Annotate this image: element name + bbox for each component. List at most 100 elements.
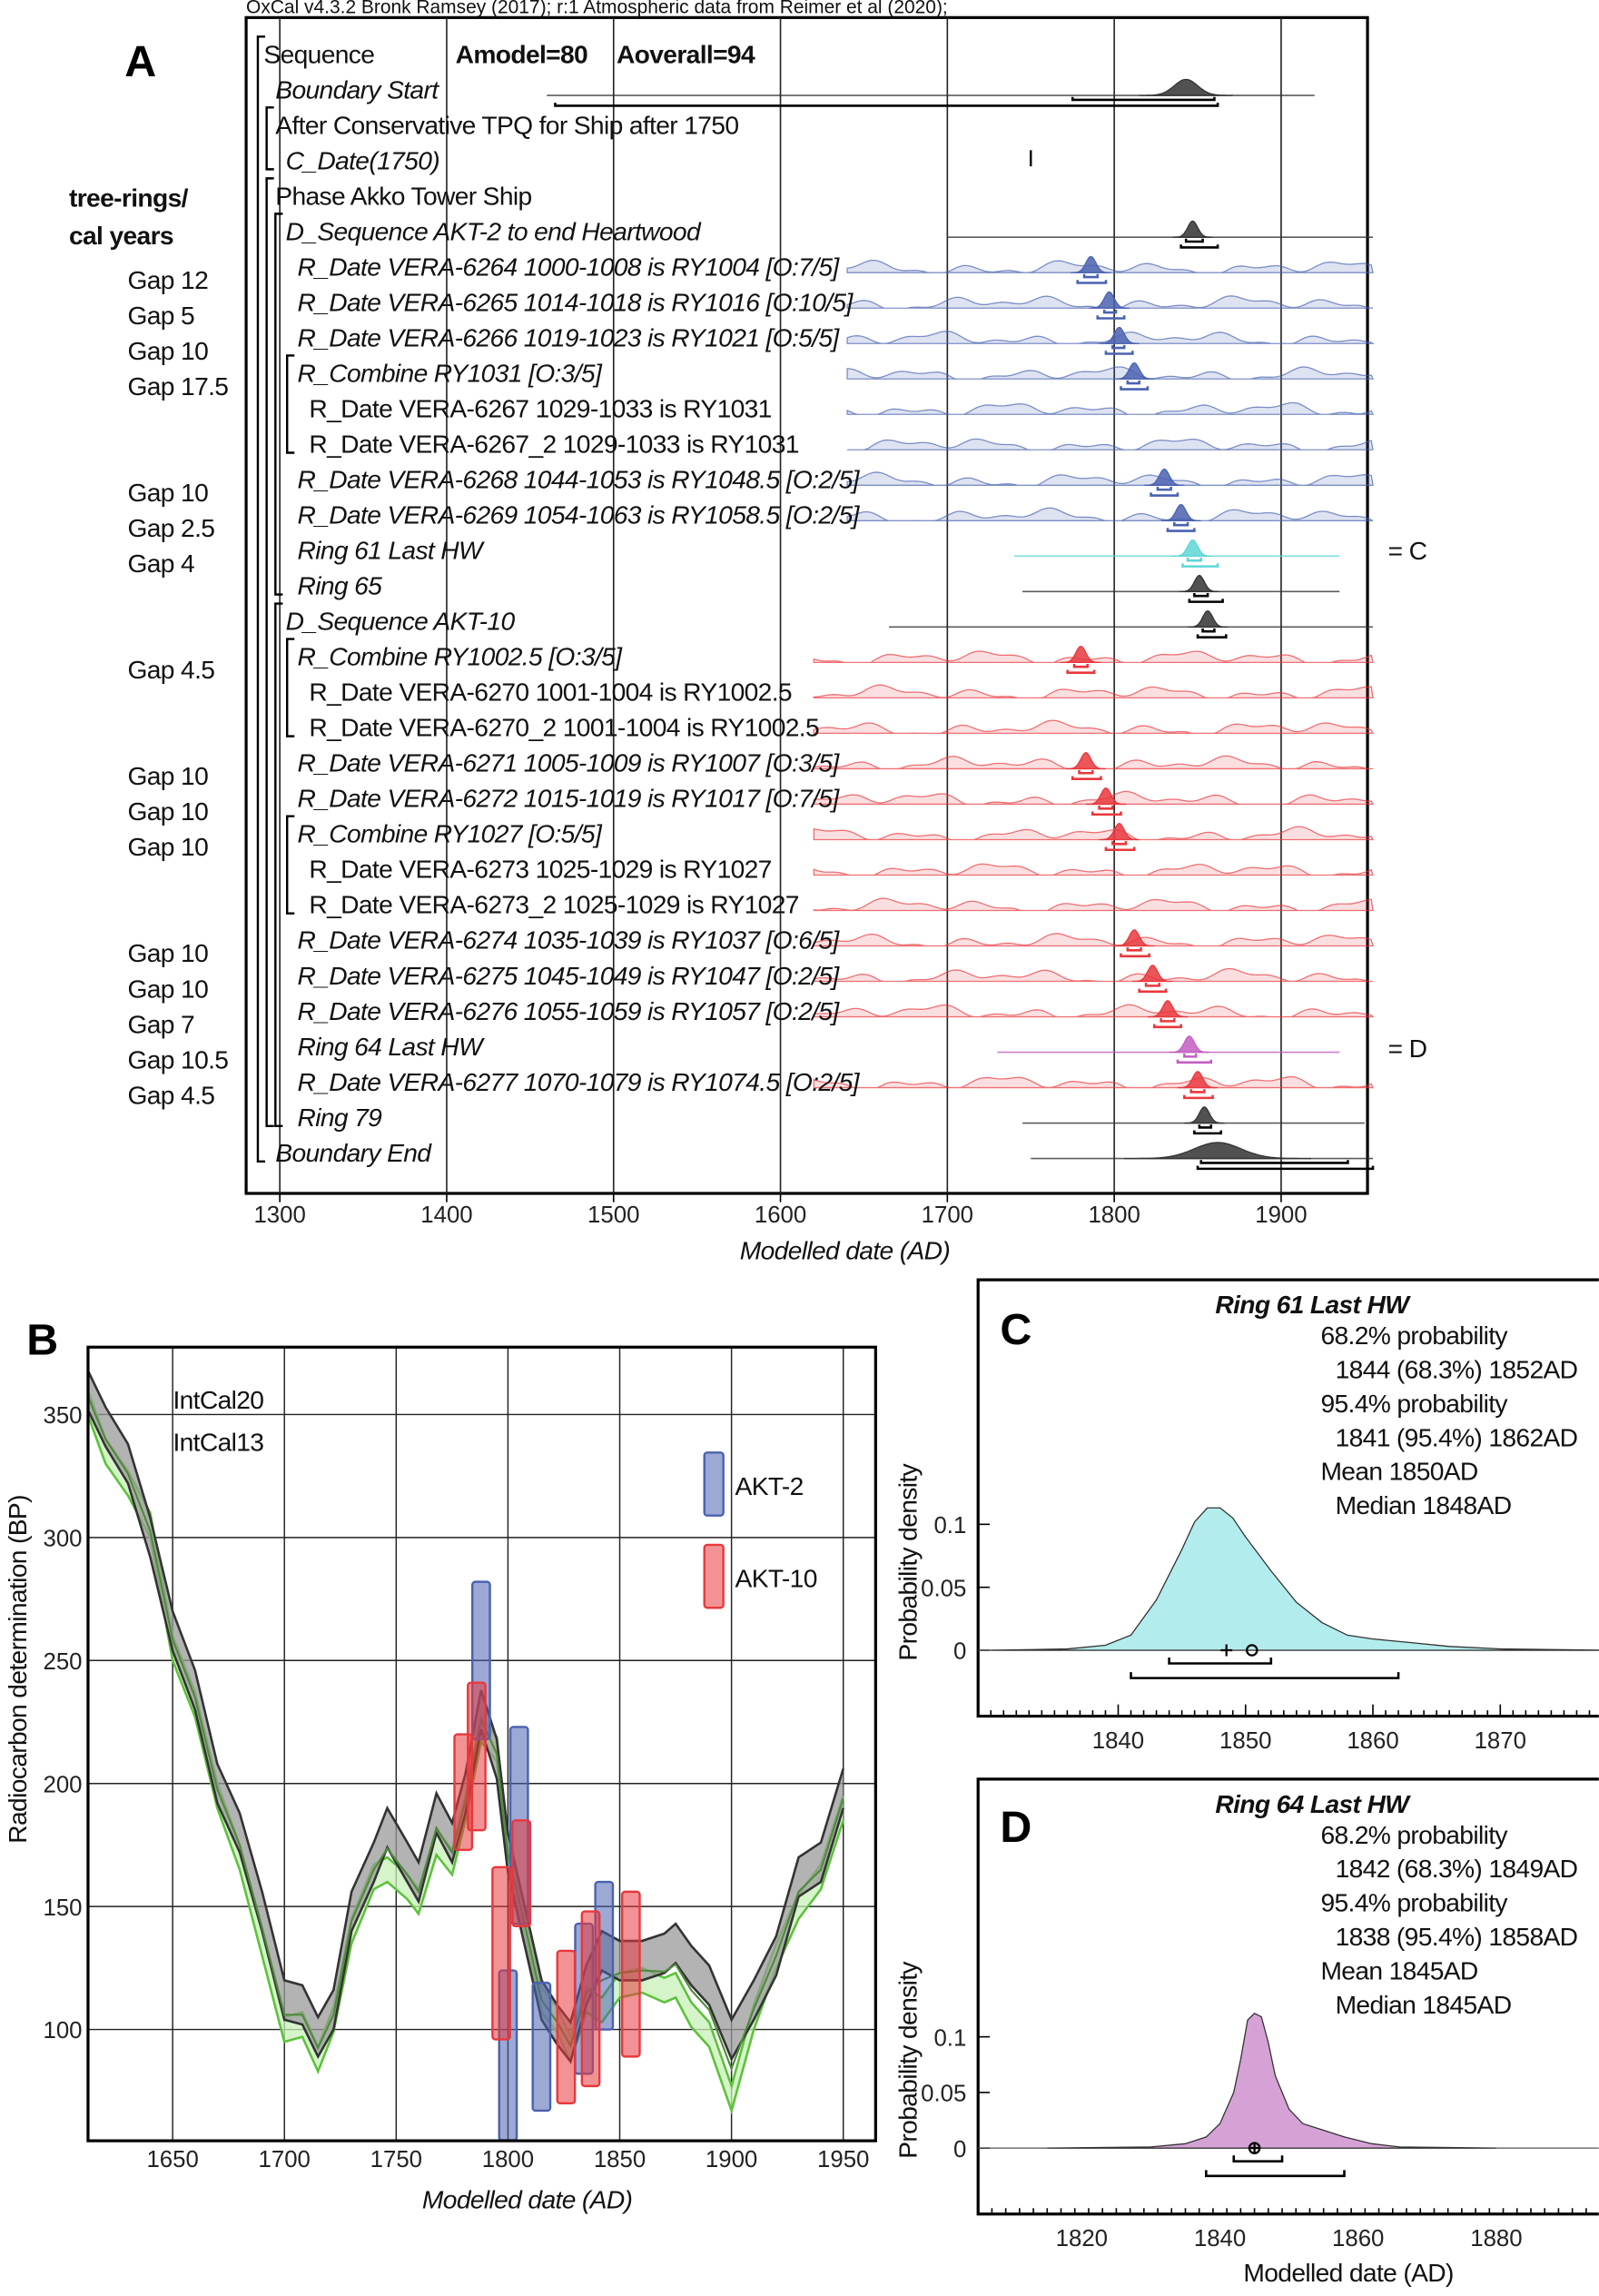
hpd-range-bracket [1120, 953, 1151, 958]
hpd-range-bracket [1176, 1059, 1213, 1064]
stat-line: Mean 1845AD [1320, 1955, 1477, 1984]
likelihood-distribution [813, 968, 1374, 983]
posterior-distribution [1177, 1071, 1219, 1089]
posterior-distribution [1169, 1035, 1209, 1054]
gap-label: Gap 12 [127, 265, 208, 294]
plot-frame [86, 1345, 877, 2143]
x-tick-label: 1650 [146, 2147, 198, 2172]
measurement-bar-AKT-10 [556, 1949, 577, 2105]
row-label: R_Date VERA-6267 1029-1033 is RY1031 [309, 393, 771, 422]
left-heading: tree-rings/ [69, 183, 189, 212]
hpd-range-bracket [1183, 1094, 1214, 1100]
hierarchy-bracket [274, 213, 283, 596]
x-tick-label: 1800 [1088, 1202, 1140, 1228]
posterior-distribution [1184, 1106, 1225, 1124]
mean-marker [1245, 1644, 1258, 1657]
posterior-distribution [1085, 787, 1127, 806]
hierarchy-bracket [256, 35, 266, 1163]
gap-label: Gap 2.5 [127, 513, 214, 542]
stat-line: 68.2% probability [1320, 1820, 1508, 1849]
y-tick-label: 0 [953, 2137, 966, 2162]
hpd-range-bracket [1076, 280, 1108, 284]
row-label: R_Date VERA-6272 1015-1019 is RY1017 [O:… [298, 784, 841, 813]
posterior-distribution [1188, 609, 1229, 628]
hpd-range-bracket [1144, 983, 1161, 987]
likelihood-distribution [846, 401, 1375, 415]
hpd-range-bracket [1126, 380, 1140, 385]
likelihood-distribution [813, 650, 1374, 664]
row-label: Ring 65 [298, 571, 383, 600]
posterior-distribution [1172, 539, 1213, 557]
x-tick-label: 1820 [1056, 2226, 1108, 2251]
row-6: R_Date VERA-6264 1000-1008 is RY1004 [O:… [298, 252, 1374, 284]
posterior-distribution [1144, 468, 1185, 486]
hpd-range-bracket [1186, 557, 1202, 562]
x-tick-label: 1750 [370, 2147, 422, 2172]
left-heading: cal years [69, 221, 173, 250]
hpd-range-bracket [1111, 344, 1126, 350]
hpd-range-bracket [1183, 1054, 1198, 1058]
hpd-range-bracket [1168, 1658, 1273, 1665]
gap-label: Gap 17.5 [127, 371, 228, 401]
x-tick-label: 1900 [706, 2147, 757, 2172]
posterior-distribution [1160, 503, 1201, 521]
hpd-range-bracket [1120, 386, 1150, 391]
row-19: R_Date VERA-6270_2 1001-1004 is RY1002.5 [309, 713, 1375, 742]
row-31: Boundary End [275, 1138, 1375, 1171]
posterior-distribution [1071, 255, 1111, 273]
posterior-distribution [1114, 929, 1155, 947]
gap-label: Gap 4.5 [127, 655, 214, 684]
row-27: R_Date VERA-6276 1055-1059 is RY1057 [O:… [298, 996, 1375, 1029]
hpd-range-bracket [1188, 599, 1224, 603]
x-tick-label: 1800 [482, 2147, 534, 2172]
row-13: R_Date VERA-6269 1054-1063 is RY1058.5 [… [298, 500, 1374, 532]
row-label: Ring 79 [298, 1103, 383, 1132]
panel-d-density-chart: 1820 1840 1860 1880 0 0.05 0.1 Ring 64 Last HW6… [893, 1777, 1599, 2287]
plot-frame [976, 1777, 1599, 2216]
stat-line: 1844 (68.3%) 1852AD [1336, 1354, 1578, 1383]
likelihood-distribution [813, 719, 1375, 735]
y-tick-label: 250 [43, 1649, 82, 1675]
row-26: R_Date VERA-6275 1045-1049 is RY1047 [O:… [298, 961, 1374, 994]
x-tick-label: 1900 [1255, 1202, 1307, 1228]
posterior-distribution [1172, 220, 1213, 238]
hpd-range-bracket [1072, 663, 1090, 668]
gap-label: Gap 10 [127, 797, 208, 826]
hpd-range-bracket [1078, 770, 1094, 775]
row-8: R_Date VERA-6266 1019-1023 is RY1021 [O:… [298, 322, 1375, 355]
likelihood-distribution [813, 790, 1375, 806]
chart-title: Ring 64 Last HW [1215, 1789, 1411, 1818]
hpd-range-bracket [1098, 806, 1114, 810]
stat-line: Median 1848AD [1336, 1490, 1512, 1519]
legend-swatch [703, 1451, 725, 1517]
row-label: R_Date VERA-6265 1014-1018 is RY1016 [O:… [298, 287, 854, 316]
hpd-range-bracket [1130, 1672, 1400, 1679]
stat-line: 68.2% probability [1320, 1321, 1508, 1350]
stat-line: 1841 (95.4%) 1862AD [1336, 1422, 1578, 1451]
row-3: C_Date(1750) [286, 145, 1032, 174]
legend-label: AKT-2 [735, 1471, 804, 1500]
x-tick-label: 1300 [253, 1202, 305, 1228]
hpd-range-bracket [1152, 1024, 1182, 1029]
hpd-range-bracket [1193, 592, 1209, 598]
row-label: R_Combine RY1002.5 [O:3/5] [298, 642, 624, 671]
gap-label: Gap 7 [127, 1009, 194, 1038]
x-tick-label: 1840 [1194, 2226, 1246, 2251]
row-28: Ring 64 Last HW [298, 1032, 1340, 1064]
row-12: R_Date VERA-6268 1044-1053 is RY1048.5 [… [298, 465, 1374, 497]
y-tick-label: 200 [43, 1772, 82, 1797]
y-axis-label: Radiocarbon determination (BP) [3, 1495, 32, 1844]
hpd-range-bracket [1126, 947, 1142, 952]
gap-label: Gap 10 [127, 336, 208, 365]
measurement-bar-AKT-10 [620, 1890, 641, 2058]
gap-label: Gap 10 [127, 832, 208, 861]
likelihood-distribution [813, 863, 1374, 876]
chart-title: Ring 61 Last HW [1215, 1290, 1411, 1319]
legend-intcal20: IntCal20 [173, 1385, 263, 1414]
row-label: R_Date VERA-6273 1025-1029 is RY1027 [309, 855, 771, 884]
row-label: R_Date VERA-6273_2 1025-1029 is RY1027 [309, 890, 798, 919]
posterior-distribution [1089, 291, 1130, 309]
amodel-value: Amodel=80 [456, 39, 587, 68]
hpd-range-bracket [1166, 528, 1196, 532]
row-30: Ring 79 [298, 1103, 1365, 1135]
